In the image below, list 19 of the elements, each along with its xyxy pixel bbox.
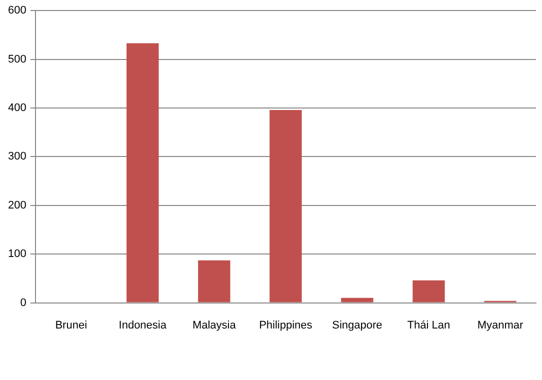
x-tick-label: Philippines bbox=[259, 319, 313, 332]
y-tick-label: 600 bbox=[8, 4, 26, 17]
bar bbox=[198, 260, 230, 302]
y-tick-label: 500 bbox=[8, 53, 26, 66]
y-tick-label: 400 bbox=[8, 102, 26, 114]
bar bbox=[126, 43, 159, 302]
x-tick-label: Myanmar bbox=[477, 319, 524, 332]
bar bbox=[412, 280, 445, 302]
x-tick-label: Malaysia bbox=[192, 319, 237, 332]
bar bbox=[341, 298, 374, 302]
x-tick-label: Indonesia bbox=[118, 319, 168, 332]
y-tick-label: 300 bbox=[8, 150, 26, 163]
x-tick-label: Thái Lan bbox=[407, 319, 450, 332]
y-tick-label: 0 bbox=[20, 296, 26, 309]
x-tick-label: Singapore bbox=[332, 319, 382, 332]
bar bbox=[270, 110, 302, 302]
y-tick-label: 200 bbox=[8, 199, 26, 212]
y-tick-label: 100 bbox=[8, 248, 26, 260]
x-tick-label: Brunei bbox=[55, 319, 88, 332]
